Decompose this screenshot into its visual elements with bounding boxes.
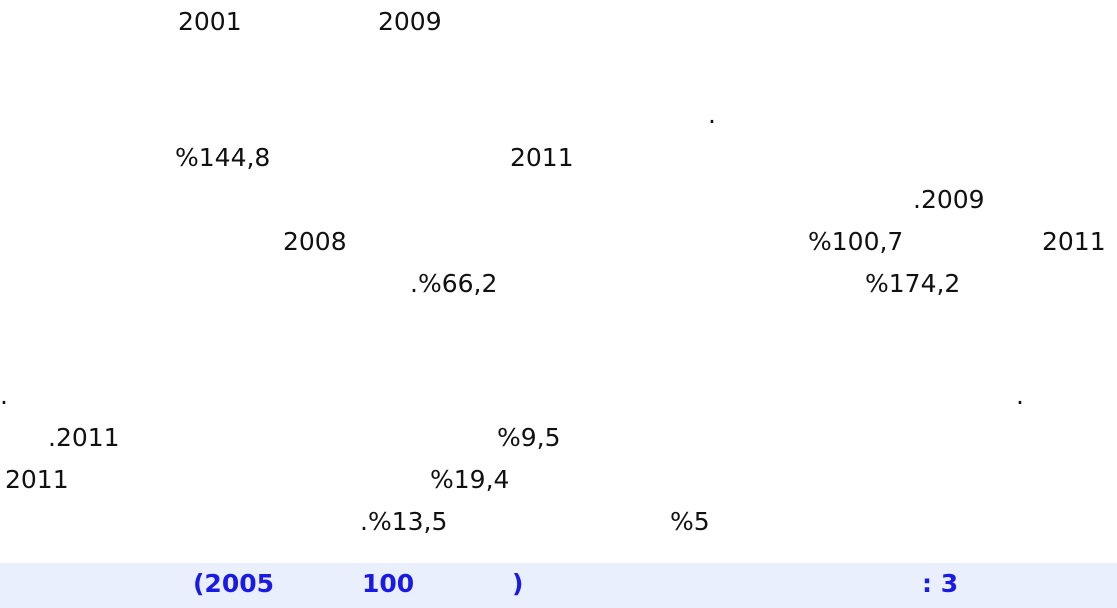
text-fragment: %144,8 (175, 143, 271, 172)
text-fragment: 2001 (178, 7, 242, 36)
text-fragment: .2009 (913, 185, 985, 214)
text-fragment: 2009 (378, 7, 442, 36)
text-fragment: 2011 (5, 465, 69, 494)
text-fragment: . (708, 100, 716, 129)
text-fragment: %5 (670, 507, 710, 536)
text-fragment: . (1016, 381, 1024, 410)
caption-band (0, 563, 1117, 608)
caption-fragment: (2005 (193, 569, 275, 598)
text-fragment: .%13,5 (360, 507, 448, 536)
text-fragment: 2008 (283, 227, 347, 256)
caption-fragment: ) (512, 569, 524, 598)
text-fragment: %100,7 (808, 227, 904, 256)
text-fragment: . (0, 381, 8, 410)
text-fragment: %174,2 (865, 269, 961, 298)
text-fragment: .2011 (48, 423, 120, 452)
text-fragment: 2011 (1042, 227, 1106, 256)
text-fragment: 2011 (510, 143, 574, 172)
text-fragment: %9,5 (497, 423, 561, 452)
text-fragment: %19,4 (430, 465, 510, 494)
text-fragment: .%66,2 (410, 269, 498, 298)
caption-fragment: 100 (362, 569, 415, 598)
caption-fragment: : 3 (922, 569, 959, 598)
